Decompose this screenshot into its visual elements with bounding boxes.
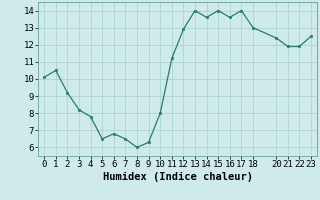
X-axis label: Humidex (Indice chaleur): Humidex (Indice chaleur) bbox=[103, 172, 252, 182]
